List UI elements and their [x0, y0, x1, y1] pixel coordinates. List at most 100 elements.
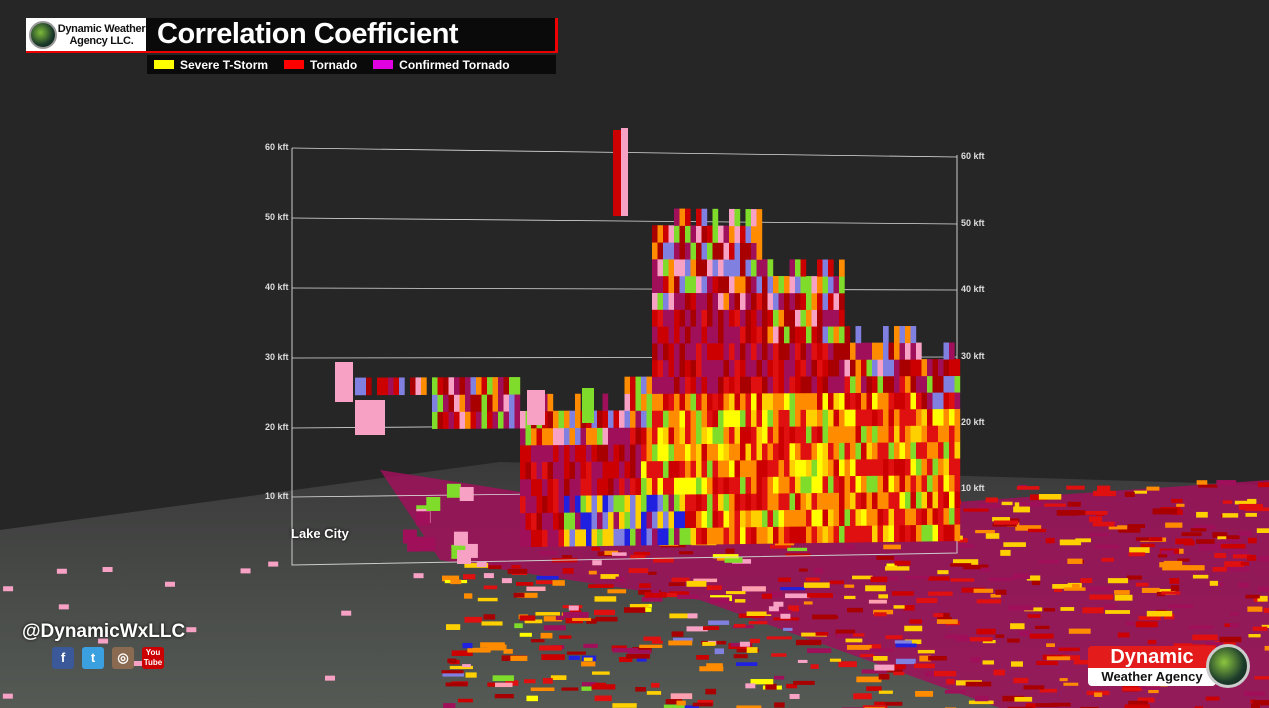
- radar-bin: [652, 326, 658, 344]
- radar-bin: [729, 409, 735, 428]
- radar-bin: [745, 309, 752, 327]
- radar-bin: [525, 427, 532, 446]
- radar-bin: [646, 460, 653, 479]
- radar-bin: [806, 475, 812, 494]
- radar-bin: [773, 309, 779, 327]
- radar-bin: [663, 326, 669, 344]
- radar-bin: [773, 459, 779, 477]
- radar-bin: [811, 492, 818, 510]
- radar-bin: [630, 444, 636, 462]
- radar-bin: [674, 410, 680, 428]
- instagram-icon[interactable]: ◎: [112, 647, 134, 669]
- radar-bin: [707, 443, 713, 461]
- radar-bin: [795, 426, 801, 444]
- radar-bin: [624, 460, 631, 479]
- radar-bin: [800, 492, 807, 510]
- radar-bin: [635, 460, 642, 479]
- radar-bin: [734, 376, 741, 394]
- youtube-icon[interactable]: You Tube: [142, 647, 164, 669]
- radar-bin: [740, 359, 746, 377]
- radar-bin: [817, 276, 823, 294]
- radar-bin: [663, 426, 669, 445]
- radar-bin: [718, 342, 724, 361]
- radar-bin: [811, 309, 818, 327]
- radar-bin: [861, 525, 867, 543]
- radar-bin: [877, 392, 884, 410]
- radar-bin: [652, 527, 658, 546]
- radar-bin: [767, 459, 774, 477]
- radar-bin: [685, 309, 691, 327]
- radar-bin: [861, 475, 867, 493]
- radar-bin: [701, 309, 708, 327]
- radar-bin: [734, 459, 741, 478]
- radar-bin: [674, 309, 680, 327]
- radar-bin: [663, 494, 669, 512]
- radar-bin: [833, 525, 840, 543]
- radar-bin: [696, 259, 702, 277]
- radar-bin: [685, 275, 691, 294]
- radar-bin: [668, 326, 675, 344]
- radar-bin: [789, 292, 796, 310]
- radar-bin: [410, 377, 416, 395]
- radar-bin: [949, 524, 955, 542]
- radar-bin: [652, 225, 658, 243]
- radar-bin: [894, 475, 900, 493]
- radar-bin: [729, 208, 735, 227]
- radar-bin: [679, 393, 686, 411]
- radar-bin: [701, 460, 708, 478]
- radar-bin: [718, 275, 724, 294]
- radar-bin: [861, 342, 867, 360]
- radar-bin: [762, 292, 768, 310]
- radar-bin: [569, 495, 576, 513]
- radar-bin: [839, 508, 845, 527]
- radar-bin: [608, 410, 614, 428]
- twitter-icon[interactable]: t: [82, 647, 104, 669]
- facebook-icon[interactable]: f: [52, 647, 74, 669]
- radar-bin: [927, 458, 933, 476]
- radar-bin: [872, 491, 878, 510]
- radar-bin: [778, 392, 785, 411]
- radar-bin: [415, 377, 422, 395]
- radar-bin: [877, 359, 884, 377]
- radar-bin: [745, 459, 752, 478]
- radar-cross-section: [335, 128, 961, 564]
- radar-bin: [531, 444, 537, 463]
- radar-bin: [613, 427, 620, 445]
- radar-bin: [668, 426, 675, 445]
- radar-bin: [701, 292, 708, 310]
- radar-bin: [536, 427, 543, 446]
- radar-bin: [663, 410, 669, 428]
- radar-bin: [663, 460, 669, 478]
- radar-bin: [767, 526, 774, 544]
- radar-bin: [621, 128, 628, 216]
- radar-bin: [415, 511, 430, 526]
- radar-bin: [624, 427, 631, 445]
- radar-bin: [894, 508, 900, 526]
- radar-bin: [800, 442, 807, 460]
- radar-bin: [531, 512, 537, 531]
- radar-bin: [624, 494, 631, 512]
- radar-bin: [916, 392, 922, 410]
- radar-bin: [602, 444, 609, 462]
- radar-bin: [756, 342, 763, 361]
- radar-bin: [795, 492, 801, 510]
- radar-bin: [850, 442, 856, 460]
- radar-bin: [822, 492, 829, 510]
- radar-bin: [723, 275, 730, 294]
- radar-bin: [690, 225, 697, 243]
- radar-bin: [690, 292, 697, 310]
- radar-bin: [745, 326, 752, 344]
- altitude-line: [291, 287, 958, 291]
- radar-bin: [844, 392, 851, 410]
- radar-bin: [569, 444, 576, 462]
- radar-bin: [938, 524, 944, 542]
- social-handle: @DynamicWxLLC: [22, 621, 186, 642]
- radar-bin: [564, 478, 570, 496]
- radar-bin: [905, 342, 911, 360]
- radar-bin: [850, 392, 856, 410]
- radar-bin: [916, 359, 922, 377]
- radar-bin: [789, 326, 796, 344]
- radar-bin: [817, 475, 823, 494]
- radar-bin: [905, 524, 911, 542]
